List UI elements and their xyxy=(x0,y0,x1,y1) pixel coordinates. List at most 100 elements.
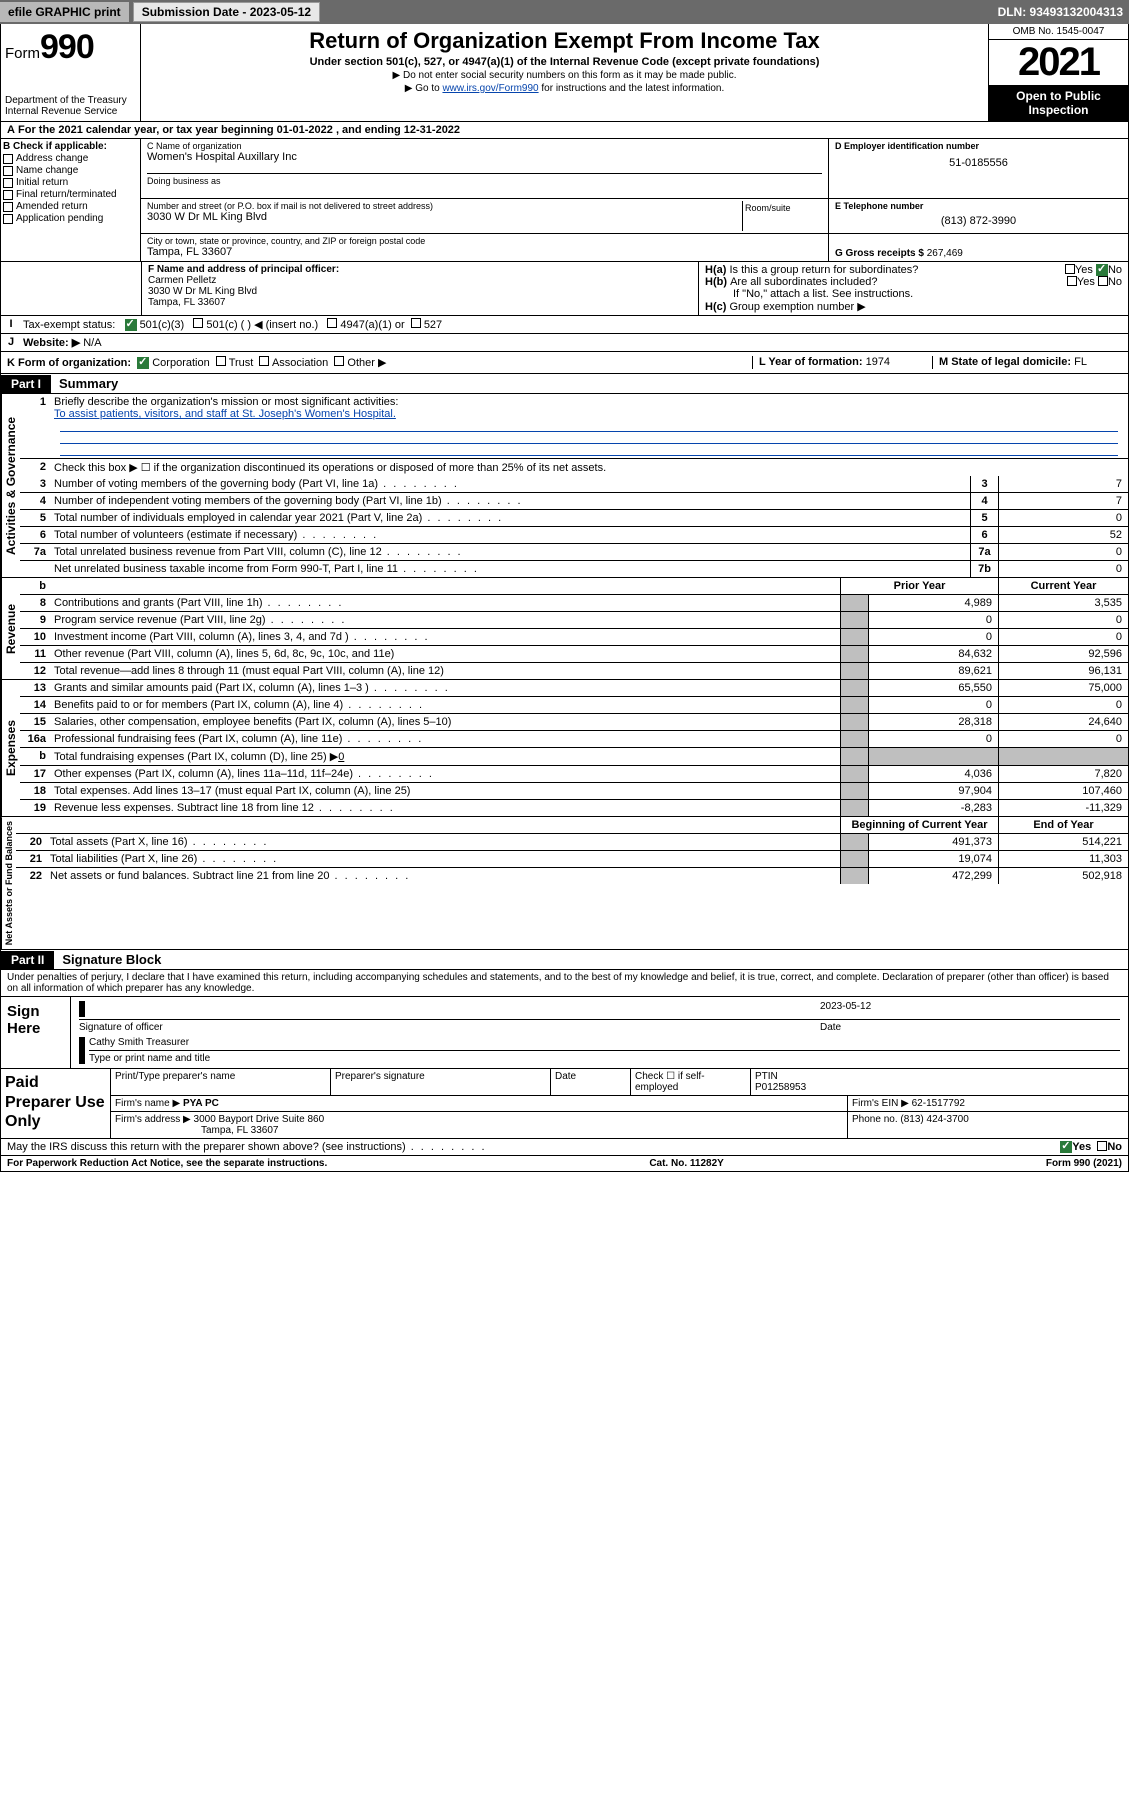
subtitle-2: ▶ Do not enter social security numbers o… xyxy=(145,70,984,81)
section-i: I Tax-exempt status: 501(c)(3) 501(c) ( … xyxy=(0,316,1129,334)
chk-final-return[interactable]: Final return/terminated xyxy=(3,189,138,200)
prep-h4: Check ☐ if self-employed xyxy=(631,1069,751,1095)
firm-city: Tampa, FL 33607 xyxy=(115,1125,278,1136)
website-value: N/A xyxy=(83,337,101,349)
l17-label: Other expenses (Part IX, column (A), lin… xyxy=(50,766,840,782)
l7a-val: 0 xyxy=(998,544,1128,560)
l5-label: Total number of individuals employed in … xyxy=(50,510,970,526)
may-yes[interactable] xyxy=(1060,1141,1072,1153)
date-label: Date xyxy=(820,1022,841,1033)
chk-initial-return[interactable]: Initial return xyxy=(3,177,138,188)
chk-501c[interactable] xyxy=(193,318,203,328)
l18-cy: 107,460 xyxy=(998,783,1128,799)
ha-yes[interactable] xyxy=(1065,264,1075,274)
l16b-label: Total fundraising expenses (Part IX, col… xyxy=(50,748,840,765)
chk-assoc[interactable] xyxy=(259,356,269,366)
l16a-label: Professional fundraising fees (Part IX, … xyxy=(50,731,840,747)
firm-addr: 3000 Bayport Drive Suite 860 xyxy=(194,1114,325,1125)
g-gross-label: G Gross receipts $ xyxy=(835,248,924,259)
dba-label: Doing business as xyxy=(147,173,822,186)
l9-cy: 0 xyxy=(998,612,1128,628)
b-header: B Check if applicable: xyxy=(3,141,138,152)
l3-val: 7 xyxy=(998,476,1128,492)
governance-block: Activities & Governance 1 Briefly descri… xyxy=(0,394,1129,578)
l9-label: Program service revenue (Part VIII, line… xyxy=(50,612,840,628)
chk-527[interactable] xyxy=(411,318,421,328)
signer-name: Cathy Smith Treasurer xyxy=(89,1037,1120,1048)
name-title-label: Type or print name and title xyxy=(89,1053,210,1064)
chk-corp[interactable] xyxy=(137,357,149,369)
l17-py: 4,036 xyxy=(868,766,998,782)
l17-cy: 7,820 xyxy=(998,766,1128,782)
l15-cy: 24,640 xyxy=(998,714,1128,730)
org-name: Women's Hospital Auxillary Inc xyxy=(147,151,822,163)
form-number: Form990 xyxy=(5,28,136,67)
l5-val: 0 xyxy=(998,510,1128,526)
year-formation: 1974 xyxy=(866,356,890,368)
l15-label: Salaries, other compensation, employee b… xyxy=(50,714,840,730)
chk-4947[interactable] xyxy=(327,318,337,328)
l13-label: Grants and similar amounts paid (Part IX… xyxy=(50,680,840,696)
l4-label: Number of independent voting members of … xyxy=(50,493,970,509)
l10-label: Investment income (Part VIII, column (A)… xyxy=(50,629,840,645)
l18-py: 97,904 xyxy=(868,783,998,799)
eoy-hdr: End of Year xyxy=(998,817,1128,833)
may-question: May the IRS discuss this return with the… xyxy=(7,1141,1060,1153)
part2-header: Part II Signature Block xyxy=(0,950,1129,970)
l13-py: 65,550 xyxy=(868,680,998,696)
preparer-title: Paid Preparer Use Only xyxy=(1,1069,111,1138)
f-label: F Name and address of principal officer: xyxy=(148,264,692,275)
chk-application-pending[interactable]: Application pending xyxy=(3,213,138,224)
ptin-value: P01258953 xyxy=(755,1082,806,1093)
street-address: 3030 W Dr ML King Blvd xyxy=(147,211,742,223)
ha-no[interactable] xyxy=(1096,264,1108,276)
part2-title: Signature Block xyxy=(54,950,169,969)
mission-text: To assist patients, visitors, and staff … xyxy=(54,408,396,420)
tax-year-line: A For the 2021 calendar year, or tax yea… xyxy=(1,122,466,138)
l14-cy: 0 xyxy=(998,697,1128,713)
l11-py: 84,632 xyxy=(868,646,998,662)
section-klm: K Form of organization: Corporation Trus… xyxy=(0,352,1129,374)
tab-expenses: Expenses xyxy=(1,680,20,816)
firm-ein: 62-1517792 xyxy=(912,1098,965,1109)
subtitle-1: Under section 501(c), 527, or 4947(a)(1)… xyxy=(145,56,984,68)
l21-eoy: 11,303 xyxy=(998,851,1128,867)
l7a-label: Total unrelated business revenue from Pa… xyxy=(50,544,970,560)
chk-other[interactable] xyxy=(334,356,344,366)
footer: For Paperwork Reduction Act Notice, see … xyxy=(0,1156,1129,1172)
officer-name: Carmen Pelletz xyxy=(148,275,692,286)
submission-date-button[interactable]: Submission Date - 2023-05-12 xyxy=(133,2,320,22)
chk-address-change[interactable]: Address change xyxy=(3,153,138,164)
chk-501c3[interactable] xyxy=(125,319,137,331)
irs-link[interactable]: www.irs.gov/Form990 xyxy=(442,83,538,94)
part1-header: Part I Summary xyxy=(0,374,1129,394)
l1-label: Briefly describe the organization's miss… xyxy=(54,396,398,408)
tab-netassets: Net Assets or Fund Balances xyxy=(1,817,16,949)
chk-name-change[interactable]: Name change xyxy=(3,165,138,176)
hb-no[interactable] xyxy=(1098,276,1108,286)
l7b-val: 0 xyxy=(998,561,1128,577)
chk-amended-return[interactable]: Amended return xyxy=(3,201,138,212)
firm-name: PYA PC xyxy=(183,1098,219,1109)
hb-label: Are all subordinates included? xyxy=(730,276,1067,288)
dept-label: Department of the Treasury xyxy=(5,95,136,106)
city-label: City or town, state or province, country… xyxy=(147,236,822,246)
section-fh: F Name and address of principal officer:… xyxy=(0,262,1129,316)
l19-cy: -11,329 xyxy=(998,800,1128,816)
l21-label: Total liabilities (Part X, line 26) xyxy=(46,851,840,867)
l11-cy: 92,596 xyxy=(998,646,1128,662)
sign-block: Sign Here Signature of officer 2023-05-1… xyxy=(0,997,1129,1069)
l3-label: Number of voting members of the governin… xyxy=(50,476,970,492)
form-title: Return of Organization Exempt From Incom… xyxy=(145,28,984,54)
may-no[interactable] xyxy=(1097,1141,1107,1151)
l12-label: Total revenue—add lines 8 through 11 (mu… xyxy=(50,663,840,679)
l18-label: Total expenses. Add lines 13–17 (must eq… xyxy=(50,783,840,799)
l20-label: Total assets (Part X, line 16) xyxy=(46,834,840,850)
officer-addr: 3030 W Dr ML King Blvd xyxy=(148,286,692,297)
chk-trust[interactable] xyxy=(216,356,226,366)
l12-py: 89,621 xyxy=(868,663,998,679)
hb-yes[interactable] xyxy=(1067,276,1077,286)
prep-h5: PTIN xyxy=(755,1071,778,1082)
l20-boy: 491,373 xyxy=(868,834,998,850)
tax-year: 2021 xyxy=(989,40,1128,85)
